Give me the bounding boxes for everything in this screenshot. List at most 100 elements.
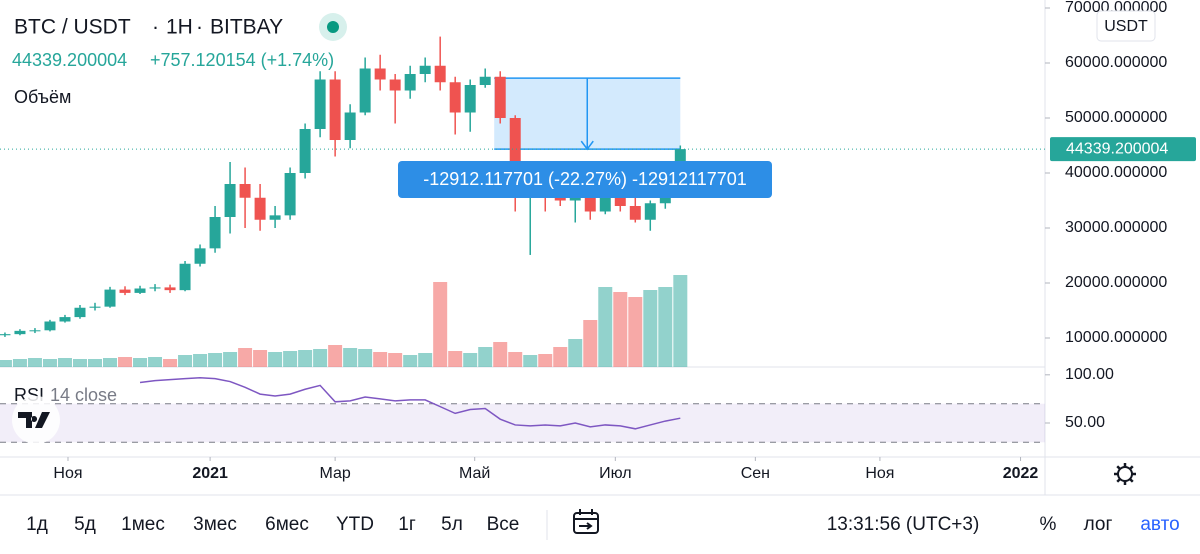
volume-bar xyxy=(643,290,658,367)
volume-bar xyxy=(388,353,403,367)
gear-tooth xyxy=(1129,478,1134,483)
candle-body xyxy=(329,79,341,141)
volume-bar xyxy=(268,352,283,367)
range-button[interactable]: 6мес xyxy=(265,514,309,535)
volume-bar xyxy=(583,320,598,367)
candle-body xyxy=(419,65,431,75)
candle-body xyxy=(194,248,206,264)
candle-body xyxy=(284,173,296,216)
price: 44339.200004 xyxy=(12,50,127,70)
candle-body xyxy=(599,195,611,212)
last-price-label: 44339.200004 xyxy=(1066,140,1168,157)
volume-bar xyxy=(88,359,102,367)
candle-body xyxy=(0,334,11,336)
volume-bar xyxy=(673,275,688,367)
candle-body xyxy=(224,184,236,218)
range-button[interactable]: Все xyxy=(487,514,520,535)
rsi-params: 14 close xyxy=(50,385,117,405)
settings-icon[interactable] xyxy=(1114,463,1136,485)
measure-label-bg xyxy=(398,161,772,198)
candle-body xyxy=(89,306,101,308)
range-button[interactable]: YTD xyxy=(336,514,374,535)
volume-bar xyxy=(253,350,268,367)
candle-body xyxy=(629,206,641,220)
volume-bar xyxy=(598,287,613,367)
volume-bar xyxy=(238,348,253,367)
candle-body xyxy=(299,129,311,174)
volume-bar xyxy=(568,339,583,367)
candle-body xyxy=(374,68,386,80)
gear-tooth xyxy=(1129,465,1134,470)
rsi-band xyxy=(0,403,1045,443)
volume-bar xyxy=(448,351,463,367)
volume-bar xyxy=(12,359,27,367)
y-tick-label: 60000.000000 xyxy=(1065,54,1167,71)
logo xyxy=(12,396,60,444)
volume-bar xyxy=(208,353,223,367)
volume-bar xyxy=(523,355,538,367)
range-button[interactable]: 1д xyxy=(26,514,48,535)
y-tick-label: 40000.000000 xyxy=(1065,164,1167,181)
measure-arrowhead xyxy=(580,140,594,151)
volume-bar xyxy=(463,353,478,367)
x-tick-label: Июл xyxy=(599,465,631,482)
candle-body xyxy=(449,82,461,113)
candle-body xyxy=(119,289,131,293)
volume-bar xyxy=(328,345,343,367)
volume-bar xyxy=(538,354,553,367)
candle-body xyxy=(179,263,191,291)
candle-body xyxy=(359,68,371,113)
volume-bar xyxy=(118,357,133,367)
candle-body xyxy=(239,184,251,198)
candle-body xyxy=(104,289,116,307)
volume-bar xyxy=(0,360,12,367)
dot: · xyxy=(196,16,203,39)
log-button[interactable]: лог xyxy=(1084,514,1113,535)
volume-bar xyxy=(373,352,388,367)
icon-lines xyxy=(574,509,598,530)
candle-body xyxy=(389,79,401,91)
range-button[interactable]: 1г xyxy=(398,514,416,535)
volume-bar xyxy=(358,349,373,367)
range-button[interactable]: 5л xyxy=(441,514,463,535)
change: +757.120154 (+1.74%) xyxy=(150,50,334,70)
status-dot xyxy=(327,21,339,33)
candle-body xyxy=(14,330,26,335)
icon-frame xyxy=(573,512,599,534)
volume-bar xyxy=(493,342,508,367)
volume-bar xyxy=(628,297,643,367)
percent-button[interactable]: % xyxy=(1040,514,1057,535)
candle-body xyxy=(494,76,506,119)
y-tick-label: 30000.000000 xyxy=(1065,219,1167,236)
volume-bar xyxy=(418,353,433,367)
interval: 1H xyxy=(166,16,193,39)
currency-badge[interactable] xyxy=(1096,10,1156,42)
volume-bar xyxy=(478,347,493,367)
logo-shape xyxy=(18,412,50,428)
x-tick-label: 2022 xyxy=(1003,465,1039,482)
symbol: BTC / USDT xyxy=(14,16,131,39)
x-tick-label: Ноя xyxy=(53,465,82,482)
volume-bar xyxy=(133,358,148,367)
volume-bar xyxy=(148,357,163,367)
volume-bar xyxy=(658,287,673,367)
candle-body xyxy=(29,330,41,332)
currency: USDT xyxy=(1104,18,1148,35)
range-button[interactable]: 1мес xyxy=(121,514,165,535)
candle-body xyxy=(164,287,176,291)
x-tick-label: Ноя xyxy=(865,465,894,482)
last-price-badge xyxy=(1050,137,1196,162)
x-tick-label: 2021 xyxy=(192,465,228,482)
candle-body xyxy=(209,217,221,249)
range-button[interactable]: 5д xyxy=(74,514,96,535)
auto-button[interactable]: авто xyxy=(1140,514,1179,535)
x-tick-label: Май xyxy=(459,465,490,482)
range-button[interactable]: 3мес xyxy=(193,514,237,535)
rsi-tick-label: 100.00 xyxy=(1065,366,1114,383)
candle-body xyxy=(269,215,281,220)
volume-bar xyxy=(27,358,42,367)
replay-icon[interactable] xyxy=(573,509,599,534)
volume-bar xyxy=(178,355,193,367)
